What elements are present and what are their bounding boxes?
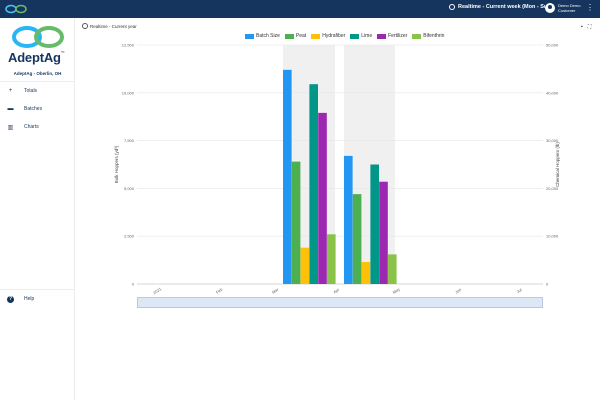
legend-label: Peat xyxy=(295,33,307,39)
legend-label: Lime xyxy=(361,33,373,39)
legend-swatch xyxy=(412,33,422,39)
legend-label: Bifenthrin xyxy=(423,33,445,39)
right-tick-label: 20,000 xyxy=(546,186,559,191)
sidebar-nav: + Totals ▬ Batches ▥ Charts xyxy=(0,81,75,136)
batch-chart: 0 0 2,500 10,000 5,000 20,000 7,500 30,000 10,00… xyxy=(114,43,560,296)
chart-toolbar: ▪ ⛶ xyxy=(581,24,591,30)
legend-swatch xyxy=(377,33,387,39)
user-menu[interactable]: Demo Demo Customer xyxy=(545,3,580,13)
legend-item-lime[interactable]: Lime xyxy=(350,33,372,39)
avatar-icon xyxy=(545,3,555,13)
right-tick-label: 10,000 xyxy=(546,234,559,239)
realtime-label: Realtime - Current week (Mon - Sun) xyxy=(458,4,553,10)
left-tick-label: 7,500 xyxy=(124,138,135,143)
left-tick-label: 5,000 xyxy=(124,186,135,191)
adeptag-logo-icon[interactable] xyxy=(5,3,27,15)
x-tick-label: Feb xyxy=(215,286,224,294)
bar-lime xyxy=(370,164,379,284)
help-icon: ? xyxy=(7,295,14,303)
bar-batch-size xyxy=(344,155,353,284)
sidebar-item-totals[interactable]: + Totals xyxy=(0,82,75,100)
right-tick-label: 40,000 xyxy=(546,90,559,95)
legend-swatch xyxy=(350,33,360,39)
bar-hydrafiber xyxy=(361,262,371,284)
left-tick-label: 2,500 xyxy=(124,234,135,239)
sidebar-bottom: ? Help xyxy=(0,289,75,308)
bar-hydrafiber xyxy=(300,247,310,284)
realtime-range-selector[interactable]: Realtime - Current week (Mon - Sun) xyxy=(449,4,552,10)
legend-item-fertilizer[interactable]: Fertilizer xyxy=(377,33,407,39)
batches-icon: ▬ xyxy=(7,106,14,112)
legend-label: Hydrafiber xyxy=(322,33,346,39)
legend-swatch xyxy=(311,33,321,39)
legend-item-peat[interactable]: Peat xyxy=(284,33,307,39)
clock-icon xyxy=(82,23,88,29)
save-icon[interactable]: ▪ xyxy=(581,24,583,30)
legend-label: Batch Size xyxy=(256,33,280,39)
bar-bifenthrin xyxy=(388,254,397,284)
legend-label: Fertilizer xyxy=(388,33,408,39)
sidebar: AdeptAg™ AdeptAg - Oberlin, OH + Totals … xyxy=(0,18,75,400)
help-label: Help xyxy=(24,296,35,302)
charts-icon: ▥ xyxy=(7,124,14,131)
legend-item-batch-size[interactable]: Batch Size xyxy=(245,33,280,39)
x-tick-label: Jun xyxy=(454,287,462,295)
left-tick-label: 0 xyxy=(132,282,135,287)
x-tick-label: Mar xyxy=(271,286,280,294)
right-tick-label: 0 xyxy=(546,282,549,287)
x-tick-label: Jul xyxy=(516,287,523,294)
mode-label: Realtime - Current year xyxy=(90,23,137,29)
user-role: Customer xyxy=(558,8,576,13)
left-tick-label: 12,500 xyxy=(122,43,135,48)
sidebar-item-charts[interactable]: ▥ Charts xyxy=(0,118,75,136)
bar-fertilizer xyxy=(379,181,388,284)
left-tick-label: 10,000 xyxy=(122,90,135,95)
sidebar-item-label: Batches xyxy=(24,106,43,112)
brand-name: AdeptAg™ xyxy=(8,50,65,65)
bar-peat xyxy=(352,194,362,284)
right-tick-label: 50,000 xyxy=(546,43,559,48)
bar-batch-size xyxy=(283,69,292,284)
chart-legend: Batch Size Peat Hydrafiber Lime Fertiliz… xyxy=(245,33,444,39)
sidebar-item-label: Charts xyxy=(24,124,39,130)
legend-item-hydrafiber[interactable]: Hydrafiber xyxy=(311,33,345,39)
sidebar-item-label: Totals xyxy=(24,88,38,94)
sidebar-item-batches[interactable]: ▬ Batches xyxy=(0,100,75,118)
legend-swatch xyxy=(284,33,294,39)
plus-icon: + xyxy=(8,88,13,94)
x-tick-label: May xyxy=(392,287,401,295)
x-tick-label: 2021 xyxy=(152,286,163,295)
top-bar: Realtime - Current week (Mon - Sun) Demo… xyxy=(0,0,600,18)
adeptag-brand-logo-icon xyxy=(12,26,64,48)
user-name: Demo Demo xyxy=(558,3,581,8)
chart-zoom-scrollbar[interactable] xyxy=(137,297,543,308)
right-tick-label: 30,000 xyxy=(546,138,559,143)
fullscreen-icon[interactable]: ⛶ xyxy=(587,24,592,30)
clock-icon xyxy=(449,4,455,10)
left-axis-label: Bulk Hoppers (yd³) xyxy=(114,145,119,183)
right-axis-label: Chemical Hoppers (lb) xyxy=(555,142,560,187)
legend-swatch xyxy=(245,33,254,39)
location-label: AdeptAg - Oberlin, OH xyxy=(13,71,62,76)
x-tick-label: Apr xyxy=(332,287,341,295)
more-vert-icon[interactable]: ⋮ xyxy=(586,3,594,12)
bar-lime xyxy=(309,84,318,284)
legend-item-bifenthrin[interactable]: Bifenthrin xyxy=(412,33,444,39)
sidebar-item-help[interactable]: ? Help xyxy=(0,290,75,308)
mode-indicator[interactable]: Realtime - Current year xyxy=(82,23,137,29)
bar-fertilizer xyxy=(318,112,327,284)
bar-peat xyxy=(291,161,301,284)
bar-bifenthrin xyxy=(327,234,336,284)
